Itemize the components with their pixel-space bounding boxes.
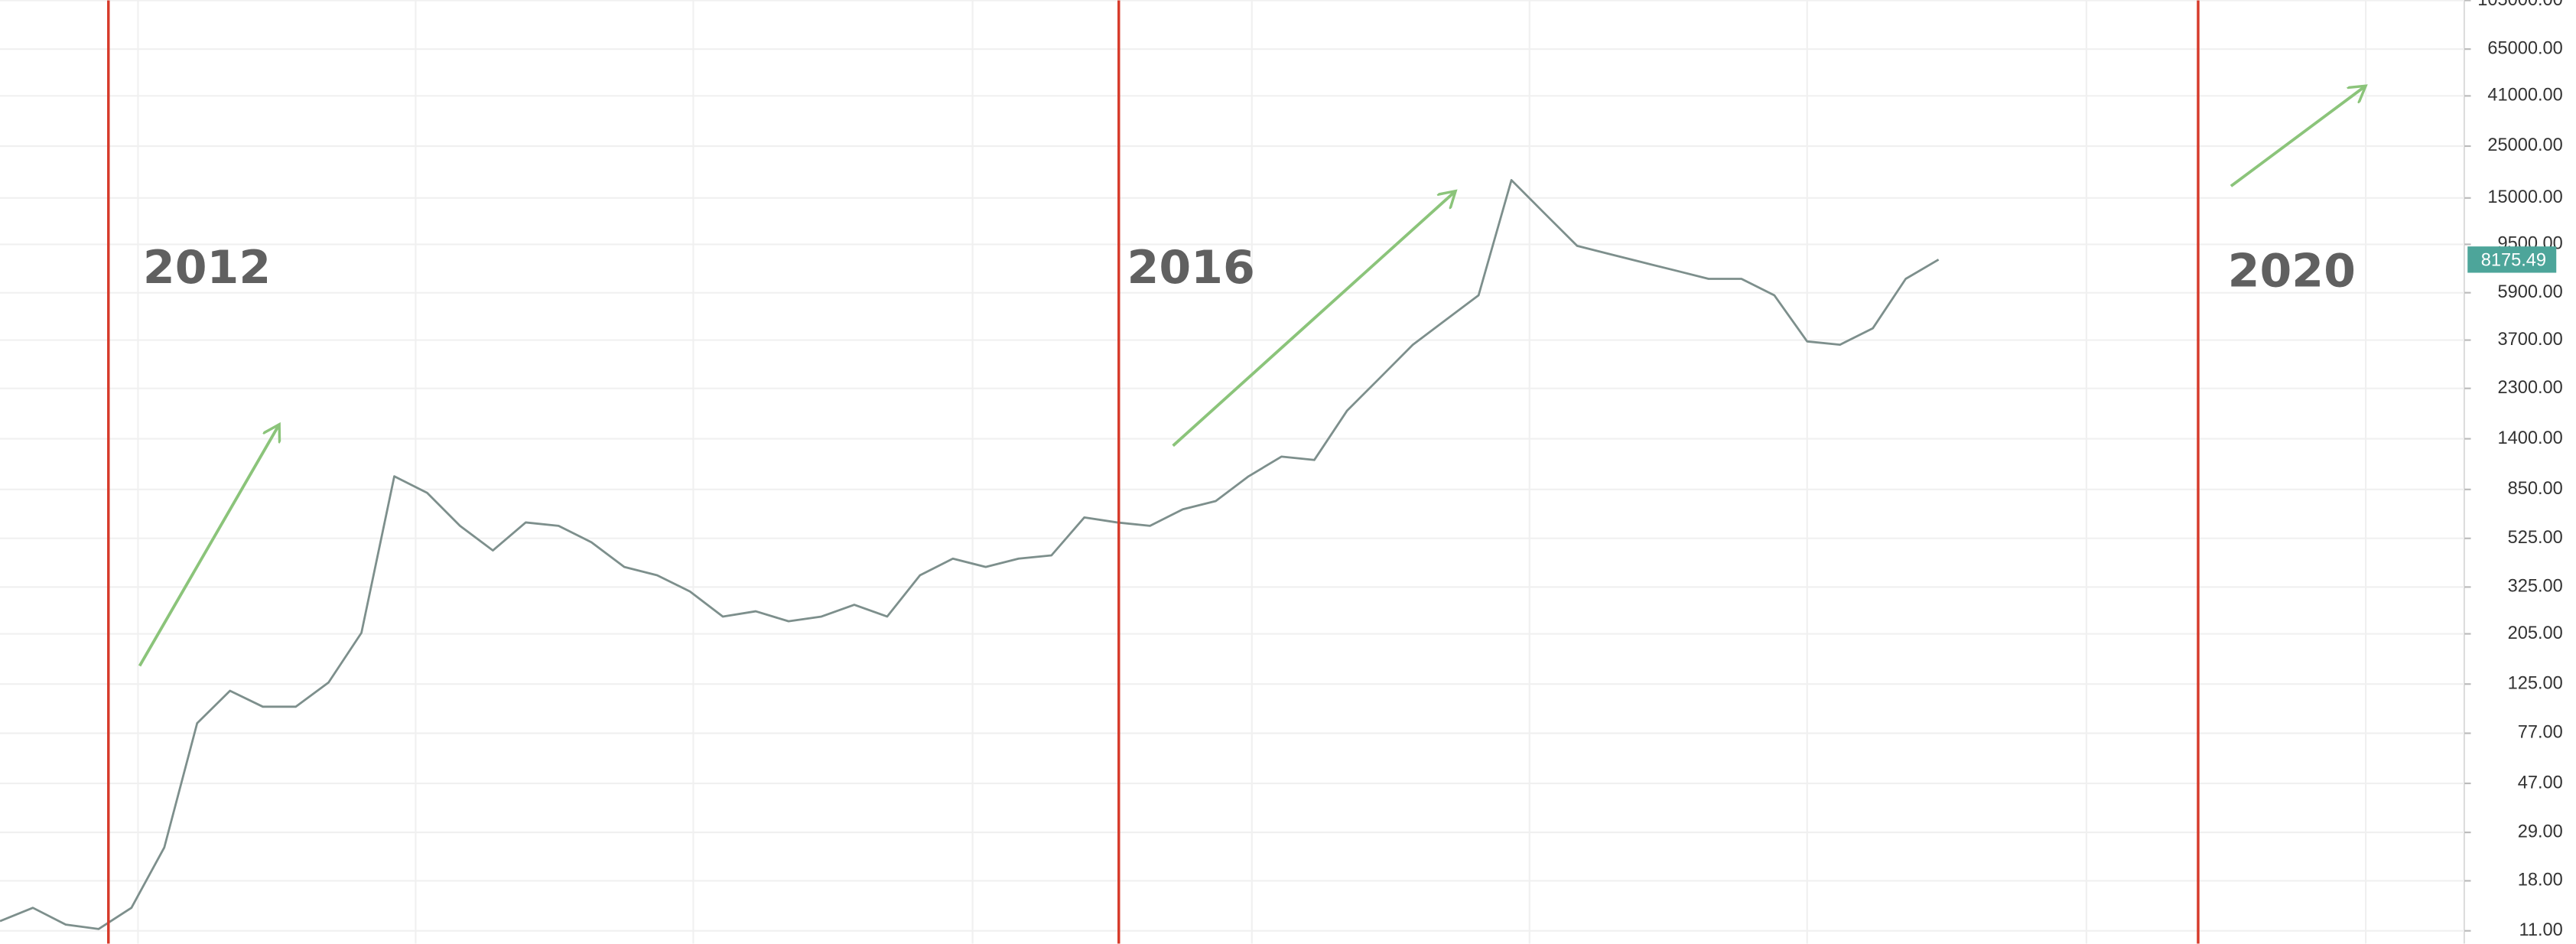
- y-tick-label: 29.00: [2518, 822, 2563, 841]
- y-tick-label: 5900.00: [2497, 282, 2562, 302]
- annotation: 2020: [2228, 244, 2356, 298]
- red-lines: [107, 0, 2200, 944]
- y-tick-label: 15000.00: [2487, 187, 2562, 207]
- y-tick-label: 125.00: [2508, 673, 2563, 693]
- y-tick-label: 1400.00: [2497, 428, 2562, 448]
- y-tick-label: 77.00: [2518, 723, 2563, 743]
- grid: [0, 0, 2464, 932]
- y-tick-label: 41000.00: [2487, 86, 2562, 106]
- y-tick-label: 525.00: [2508, 528, 2563, 548]
- y-axis: 11.00 18.00 29.00 47.00 77.00 125.00 205.00 325…: [2464, 0, 2563, 940]
- last-price-box: [2467, 246, 2557, 273]
- y-tick-label: 325.00: [2508, 577, 2563, 597]
- arrows: [138, 86, 2366, 667]
- vertical-grid: [137, 0, 2367, 944]
- y-tick-label: 65000.00: [2487, 38, 2562, 58]
- y-tick-label: 105000.00: [2477, 0, 2563, 10]
- annotation: 2012: [143, 241, 271, 295]
- y-tick-label: 3700.00: [2497, 330, 2562, 350]
- y-tick-label: 11.00: [2519, 920, 2562, 940]
- last-price-label: 8175.49: [2481, 251, 2546, 271]
- y-tick-label: 2300.00: [2497, 378, 2562, 398]
- y-tick-label: 47.00: [2518, 773, 2563, 793]
- plot: [0, 179, 1940, 930]
- y-tick-label: 850.00: [2508, 479, 2563, 499]
- y-tick-label: 205.00: [2508, 623, 2563, 643]
- price-line: [0, 179, 1940, 930]
- y-tick-label: 25000.00: [2487, 135, 2562, 155]
- annotation: 2016: [1127, 241, 1254, 295]
- y-tick-label: 18.00: [2518, 871, 2563, 890]
